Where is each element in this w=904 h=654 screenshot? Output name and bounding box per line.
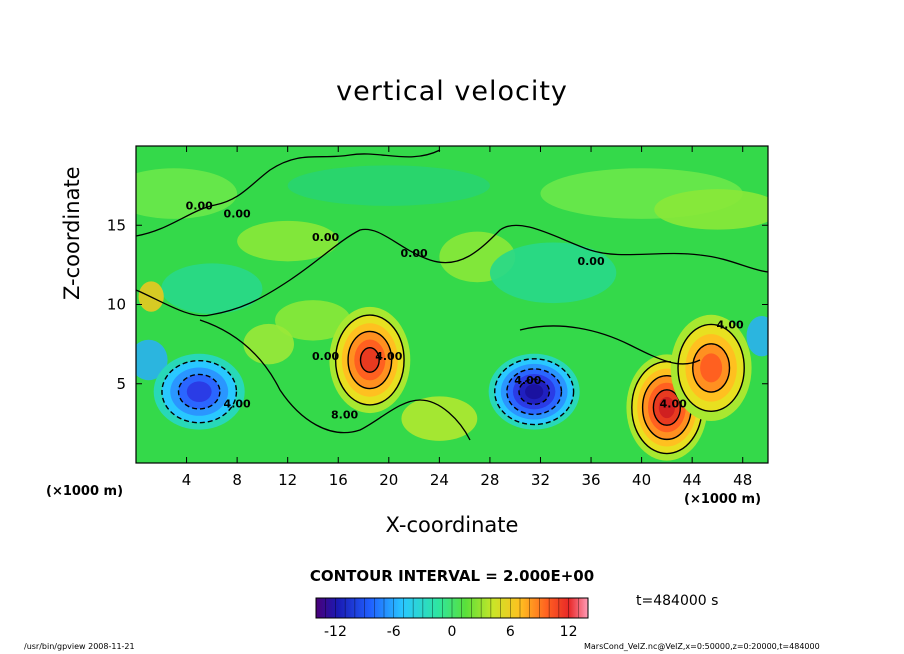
contour-line (506, 368, 563, 416)
contour-label: 0.00 (312, 231, 339, 244)
x-tick-label: 12 (278, 471, 297, 489)
contour-line (334, 314, 405, 406)
footer-right: MarsCond_VelZ.nc@VelZ,x=0:50000,z=0:2000… (584, 642, 820, 651)
plot-area: 0.00 0.00 0.00 0.00 0.00 0.00 4.00 4.00 8.00 4.00… (135, 145, 769, 464)
extremum-max-2-band (700, 353, 723, 383)
field-blob (746, 315, 768, 357)
contour-label: 4.00 (660, 398, 687, 411)
contour-label: 0.00 (312, 350, 339, 363)
colorbar-tick-label: 6 (506, 624, 515, 640)
field-blob (401, 396, 478, 441)
field-blob (136, 168, 238, 219)
contour-line (518, 378, 551, 406)
x-tick-label: 24 (430, 471, 449, 489)
x-tick-label: 16 (329, 471, 348, 489)
extremum-min-4-band (186, 381, 212, 403)
field-blob (243, 323, 294, 365)
zero-contour (519, 325, 701, 365)
contour-line (177, 373, 221, 410)
colorbar-tick-label: -6 (387, 624, 401, 640)
field-blob (161, 263, 263, 314)
contour-label: 0.00 (401, 247, 428, 260)
contour-line (347, 330, 393, 390)
x-unit-label-left: (×1000 m) (46, 484, 124, 499)
colorbar-tick-label: 12 (560, 624, 578, 640)
footer-left: /usr/bin/gpview 2008-11-21 (24, 642, 135, 651)
x-tick-label: 20 (379, 471, 398, 489)
contour-label: 4.00 (717, 318, 744, 331)
y-axis-label: Z-coordinate (60, 166, 84, 300)
time-label: t=484000 s (636, 593, 719, 609)
contour-line (359, 347, 380, 373)
field-blob (489, 242, 617, 304)
y-tick-label: 15 (107, 216, 126, 234)
x-axis-label: X-coordinate (385, 513, 519, 537)
field-blob (287, 165, 490, 206)
x-tick-label: 32 (531, 471, 550, 489)
contour-label: 4.00 (514, 374, 541, 387)
chart-title: vertical velocity (336, 76, 568, 107)
field-blob (654, 189, 768, 230)
contour-line (161, 359, 238, 424)
contour-interval-note: CONTOUR INTERVAL = 2.000E+00 (309, 567, 595, 585)
x-tick-label: 4 (182, 471, 192, 489)
contour-label: 4.00 (375, 350, 402, 363)
extremum-max-1-band (658, 396, 675, 419)
contour-label: 0.00 (224, 207, 251, 220)
zero-contour (136, 224, 768, 317)
contour-label: 4.00 (224, 398, 251, 411)
y-tick-label: 5 (116, 375, 126, 393)
x-tick-label: 40 (632, 471, 651, 489)
field-blob (237, 220, 339, 262)
contour-line (652, 389, 682, 426)
contour-label: 0.00 (186, 199, 213, 212)
y-tick-label: 10 (107, 296, 126, 314)
colorbar: -12 -6 0 6 12 (315, 597, 589, 640)
contour-line (494, 358, 575, 426)
contour-line (692, 343, 731, 393)
x-tick-label: 36 (581, 471, 600, 489)
field-blob (136, 339, 168, 381)
zero-contour (136, 149, 441, 237)
extremum-max-0-band (360, 347, 380, 373)
x-tick-label: 44 (683, 471, 702, 489)
zero-contour (199, 319, 471, 441)
extremum-min-3-band (525, 384, 544, 400)
colorbar-tick-label: 0 (448, 624, 457, 640)
x-tick-label: 28 (480, 471, 499, 489)
field-blob (275, 300, 351, 341)
x-unit-label-right: (×1000 m) (684, 492, 762, 507)
x-tick-label: 48 (733, 471, 752, 489)
contour-label: 8.00 (331, 409, 358, 422)
contour-label: 0.00 (577, 255, 604, 268)
colorbar-tick-label: -12 (324, 624, 347, 640)
field-layer: 0.00 0.00 0.00 0.00 0.00 0.00 4.00 4.00 8.00 4.00… (136, 146, 768, 463)
contour-line (677, 323, 745, 413)
x-tick-label: 8 (232, 471, 242, 489)
